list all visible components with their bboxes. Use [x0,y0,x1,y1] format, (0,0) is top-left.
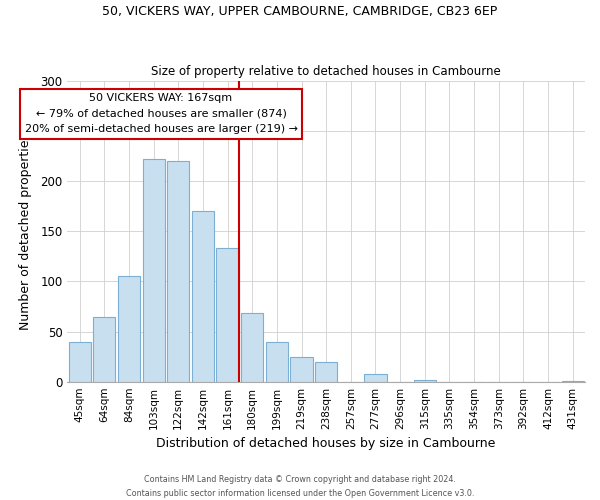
X-axis label: Distribution of detached houses by size in Cambourne: Distribution of detached houses by size … [157,437,496,450]
Bar [364,374,386,382]
Bar [217,248,239,382]
Bar [143,159,165,382]
Bar [413,380,436,382]
Bar [192,212,214,382]
Title: Size of property relative to detached houses in Cambourne: Size of property relative to detached ho… [151,66,501,78]
Bar [68,342,91,382]
Bar [241,312,263,382]
Y-axis label: Number of detached properties: Number of detached properties [19,133,32,330]
Bar [118,276,140,382]
Bar [93,316,115,382]
Bar [562,380,584,382]
Text: 50 VICKERS WAY: 167sqm
← 79% of detached houses are smaller (874)
20% of semi-de: 50 VICKERS WAY: 167sqm ← 79% of detached… [25,93,298,134]
Bar [266,342,288,382]
Text: 50, VICKERS WAY, UPPER CAMBOURNE, CAMBRIDGE, CB23 6EP: 50, VICKERS WAY, UPPER CAMBOURNE, CAMBRI… [103,5,497,18]
Bar [167,161,190,382]
Bar [315,362,337,382]
Text: Contains HM Land Registry data © Crown copyright and database right 2024.
Contai: Contains HM Land Registry data © Crown c… [126,476,474,498]
Bar [290,356,313,382]
